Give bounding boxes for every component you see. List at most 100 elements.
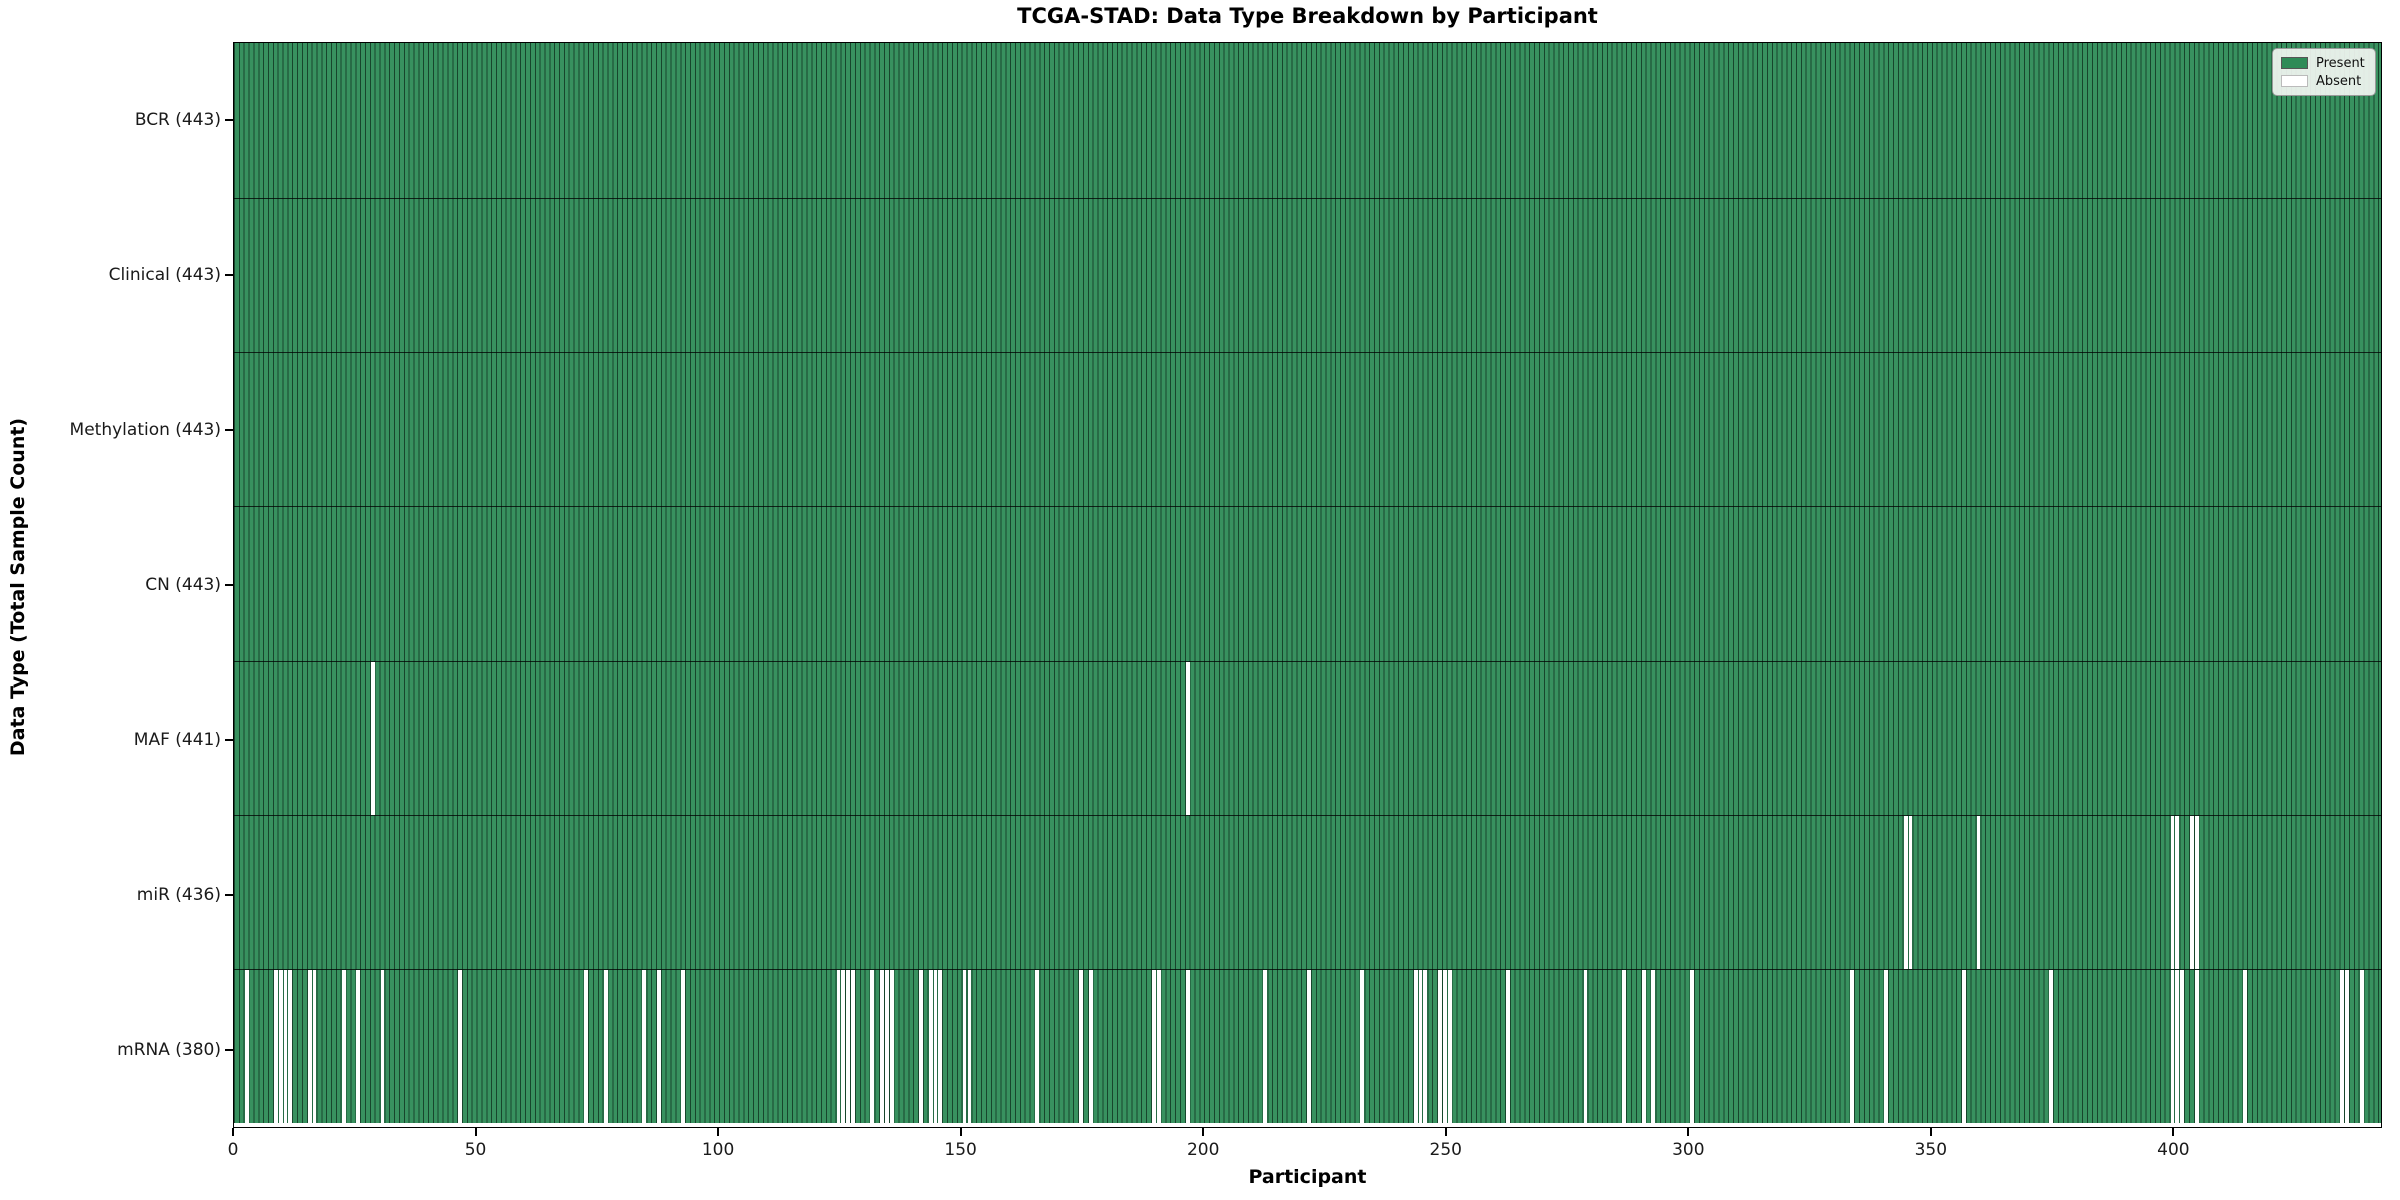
- absent-marker: [2170, 815, 2175, 969]
- xtick-label-350: 350: [1914, 1140, 1948, 1160]
- absent-marker: [1418, 969, 1423, 1123]
- ytick-label-clinical: Clinical (443): [108, 264, 221, 285]
- row-mir: [234, 814, 2381, 969]
- absent-marker: [1976, 815, 1981, 969]
- absent-marker: [2189, 815, 2194, 969]
- plot-area: [233, 42, 2382, 1128]
- ytick-mark: [225, 273, 233, 276]
- absent-marker: [356, 969, 361, 1123]
- absent-marker: [918, 969, 923, 1123]
- absent-marker: [962, 969, 967, 1123]
- xtick-label-150: 150: [944, 1140, 977, 1160]
- xtick-mark: [2172, 1128, 2175, 1136]
- chart-title: TCGA-STAD: Data Type Breakdown by Partic…: [1017, 4, 1598, 28]
- absent-marker: [2340, 969, 2345, 1123]
- absent-marker: [1622, 969, 1627, 1123]
- absent-marker: [307, 969, 312, 1123]
- legend-label-absent: Absent: [2316, 73, 2362, 89]
- absent-swatch-icon: [2281, 75, 2308, 87]
- absent-marker: [841, 969, 846, 1123]
- absent-marker: [1961, 969, 1966, 1123]
- absent-marker: [1438, 969, 1442, 1123]
- absent-marker: [2194, 815, 2199, 969]
- absent-marker: [1263, 969, 1268, 1123]
- absent-marker: [938, 969, 943, 1123]
- xtick-label-200: 200: [1186, 1140, 1220, 1160]
- xtick-mark: [1929, 1128, 1932, 1136]
- absent-marker: [312, 969, 317, 1123]
- absent-marker: [933, 969, 938, 1123]
- absent-marker: [2359, 969, 2364, 1123]
- ytick-mark: [225, 894, 233, 897]
- absent-marker: [642, 969, 647, 1123]
- absent-marker: [380, 969, 385, 1123]
- xtick-label-100: 100: [701, 1140, 735, 1160]
- xtick-mark: [1687, 1128, 1690, 1136]
- xtick-mark: [717, 1128, 720, 1136]
- xtick-label-400: 400: [2157, 1140, 2190, 1160]
- absent-marker: [1505, 969, 1510, 1123]
- row-bcr: [234, 43, 2381, 199]
- xtick-mark: [474, 1128, 477, 1136]
- absent-marker: [880, 969, 885, 1123]
- ytick-mark: [225, 118, 233, 121]
- absent-marker: [1307, 969, 1311, 1123]
- xtick-label-300: 300: [1672, 1140, 1705, 1160]
- absent-marker: [1185, 969, 1190, 1123]
- absent-marker: [341, 969, 346, 1123]
- xtick-mark: [232, 1128, 234, 1136]
- absent-marker: [2180, 969, 2185, 1123]
- row-methylation: [234, 352, 2381, 507]
- absent-marker: [1151, 969, 1156, 1123]
- absent-marker: [889, 969, 894, 1123]
- absent-marker: [603, 969, 608, 1123]
- absent-marker: [967, 969, 972, 1123]
- present-swatch-icon: [2281, 57, 2308, 69]
- y-axis-title: Data Type (Total Sample Count): [7, 417, 29, 757]
- ytick-mark: [225, 428, 233, 431]
- absent-marker: [1088, 969, 1093, 1123]
- absent-marker: [244, 969, 249, 1123]
- absent-marker: [1413, 969, 1418, 1123]
- xtick-label-250: 250: [1429, 1140, 1462, 1160]
- xtick-label-50: 50: [464, 1140, 487, 1160]
- absent-marker: [1442, 969, 1447, 1123]
- absent-marker: [1903, 815, 1908, 969]
- xtick-mark: [1444, 1128, 1447, 1136]
- ytick-mark: [225, 584, 233, 586]
- absent-marker: [288, 969, 293, 1123]
- legend-entry-absent: Absent: [2281, 74, 2367, 89]
- absent-marker: [273, 969, 278, 1123]
- absent-marker: [1156, 969, 1161, 1123]
- absent-marker: [1360, 969, 1365, 1123]
- absent-marker: [283, 969, 288, 1123]
- row-mrna: [234, 968, 2381, 1123]
- absent-marker: [458, 969, 462, 1123]
- absent-marker: [1583, 969, 1588, 1123]
- absent-marker: [584, 969, 589, 1123]
- ytick-label-maf: MAF (441): [133, 730, 221, 751]
- ytick-label-bcr: BCR (443): [134, 109, 221, 130]
- absent-marker: [1850, 969, 1855, 1123]
- absent-marker: [2049, 969, 2054, 1123]
- absent-marker: [2194, 969, 2199, 1123]
- ytick-label-methylation: Methylation (443): [69, 419, 221, 440]
- legend-label-present: Present: [2316, 55, 2365, 71]
- absent-marker: [851, 969, 855, 1123]
- row-maf: [234, 660, 2381, 815]
- absent-marker: [1079, 969, 1083, 1123]
- absent-marker: [846, 969, 851, 1123]
- absent-marker: [885, 969, 889, 1123]
- absent-marker: [1423, 969, 1428, 1123]
- absent-marker: [2170, 969, 2175, 1123]
- absent-marker: [657, 969, 661, 1123]
- absent-marker: [870, 969, 875, 1123]
- xtick-label-0: 0: [227, 1140, 239, 1160]
- ytick-mark: [225, 739, 233, 742]
- absent-marker: [928, 969, 933, 1123]
- absent-marker: [1884, 969, 1889, 1123]
- ytick-label-mrna: mRNA (380): [117, 1040, 221, 1061]
- row-cn: [234, 506, 2381, 661]
- absent-marker: [1651, 969, 1656, 1123]
